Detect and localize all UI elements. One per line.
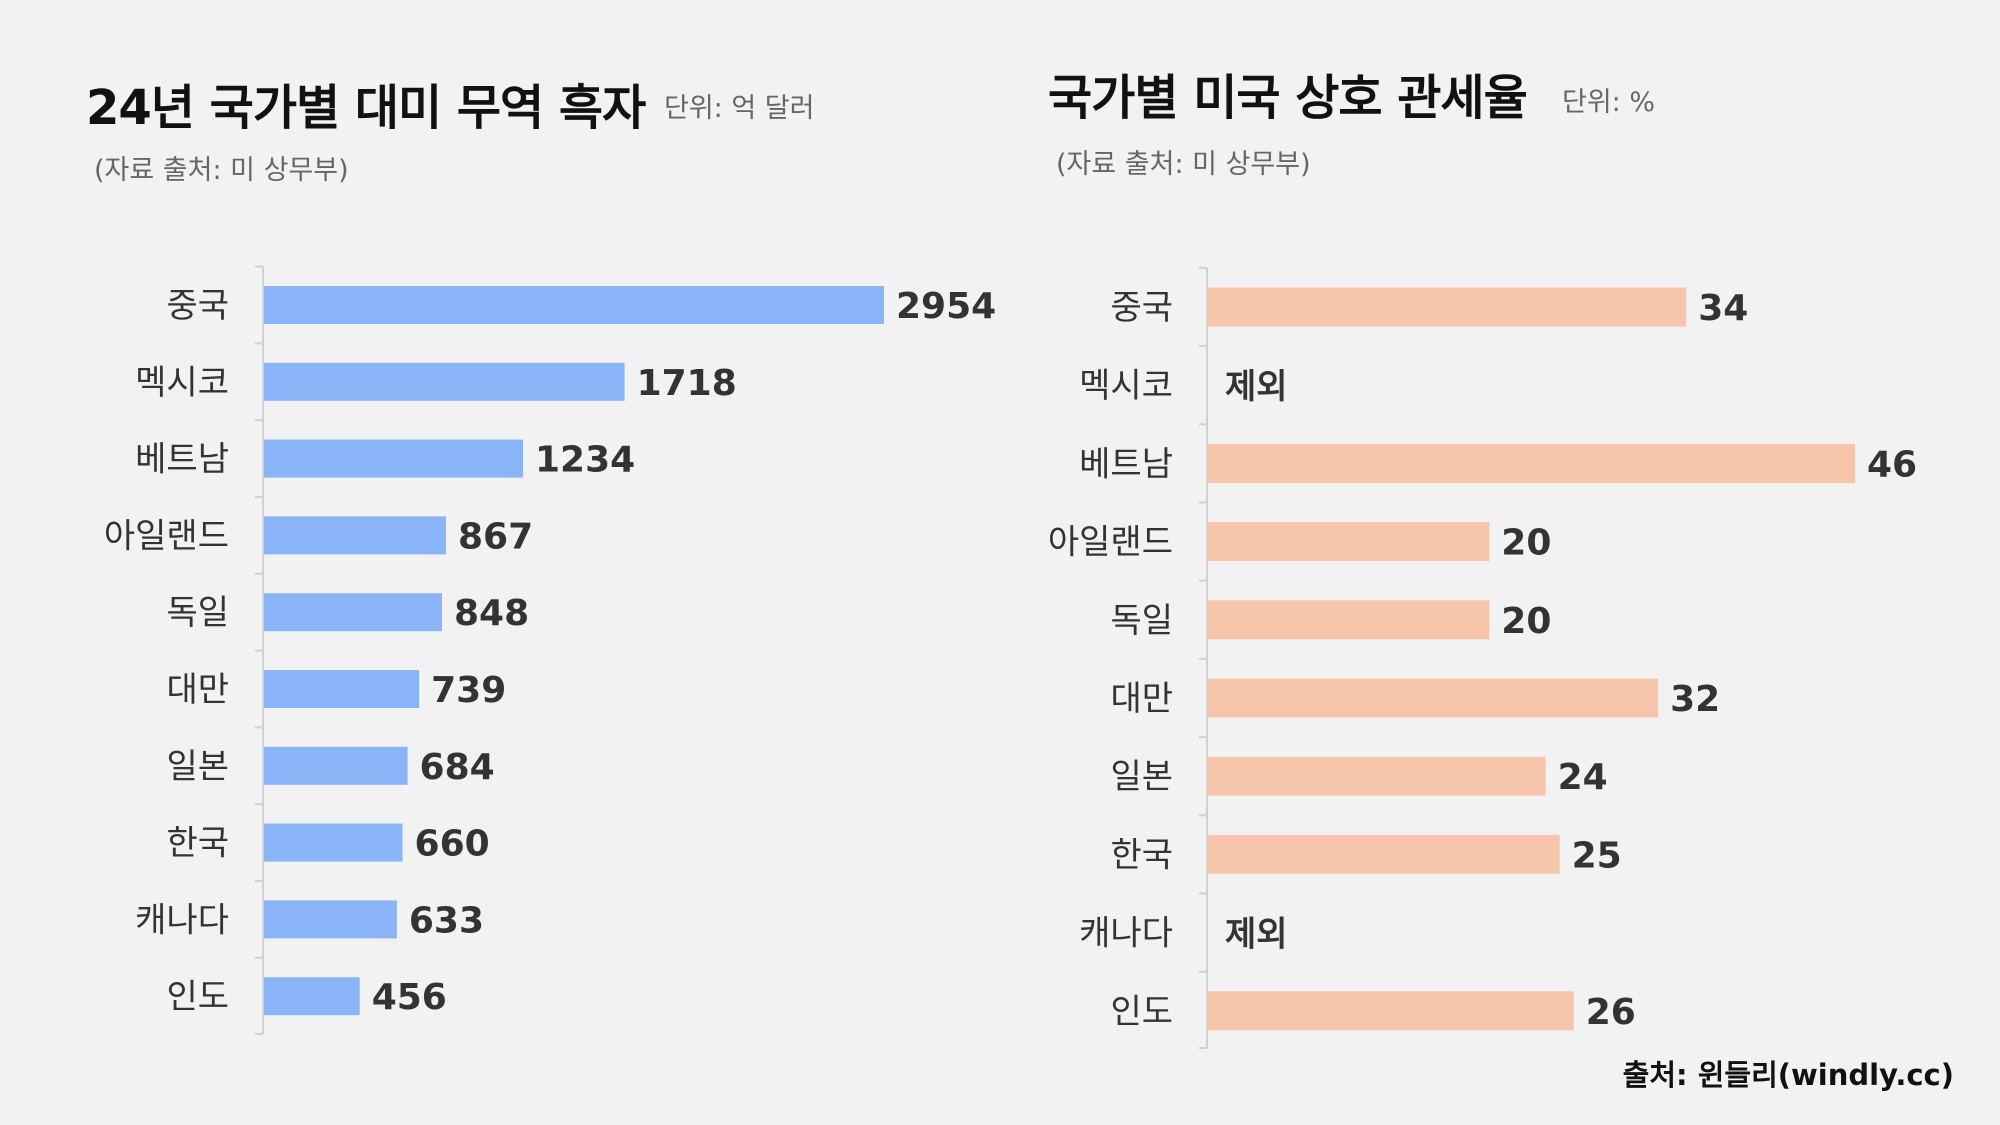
data-label: 24 — [1558, 757, 1608, 798]
trade-surplus-chart: 중국 2954 멕시코 1718 베트남 1234 아일랜드 867 독일 848 대만 739 일본 6… — [104, 265, 996, 1035]
chart-unit: 단위: 억 달러 — [664, 93, 815, 124]
bar — [1208, 991, 1574, 1031]
category-label: 한국 — [1110, 835, 1173, 875]
data-label: 867 — [458, 516, 533, 557]
category-label: 독일 — [1110, 601, 1173, 641]
data-label: 633 — [409, 900, 484, 941]
data-label: 660 — [415, 824, 490, 865]
footer-source: 출처: 윈들리(windly.cc) — [1622, 1058, 1954, 1092]
chart-unit: 단위: % — [1562, 87, 1656, 118]
category-label: 아일랜드 — [104, 516, 229, 556]
bar — [264, 900, 397, 939]
category-label: 인도 — [1110, 992, 1173, 1032]
category-label: 일본 — [1110, 757, 1173, 797]
data-label: 2954 — [896, 286, 996, 327]
bar — [1208, 756, 1546, 796]
data-label: 20 — [1501, 523, 1551, 564]
data-label: 25 — [1572, 835, 1622, 876]
category-label: 베트남 — [1079, 444, 1173, 484]
chart-source: (자료 출처: 미 상무부) — [94, 155, 349, 186]
bar — [1208, 287, 1687, 327]
bar — [1208, 522, 1490, 562]
category-label: 한국 — [166, 824, 229, 864]
category-label: 멕시코 — [135, 363, 229, 403]
data-label: 1718 — [637, 363, 737, 404]
data-label: 46 — [1867, 444, 1917, 485]
category-label: 캐나다 — [135, 900, 229, 940]
data-label: 456 — [372, 977, 447, 1018]
tariff-rate-panel: 국가별 미국 상호 관세율 단위: % (자료 출처: 미 상무부) 중국 34 멕… — [1000, 0, 2000, 1125]
bar — [264, 593, 442, 632]
data-label: 1234 — [535, 440, 635, 481]
category-label: 일본 — [166, 747, 229, 787]
bar — [264, 746, 408, 785]
bar — [1208, 834, 1560, 874]
bar — [264, 286, 884, 324]
category-label: 캐나다 — [1079, 914, 1173, 954]
data-label: 848 — [454, 593, 529, 634]
bar — [1208, 443, 1855, 483]
excluded-label: 제외 — [1225, 915, 1288, 955]
bar — [264, 439, 523, 478]
category-label: 베트남 — [135, 440, 229, 480]
bar — [264, 362, 625, 401]
category-label: 대만 — [1110, 679, 1173, 719]
category-label: 중국 — [1110, 288, 1173, 328]
bar — [1208, 678, 1659, 718]
bar — [264, 670, 420, 708]
data-label: 739 — [431, 670, 506, 711]
bar — [264, 823, 403, 862]
category-label: 인도 — [166, 977, 229, 1017]
category-label: 중국 — [166, 286, 229, 326]
chart-title: 국가별 미국 상호 관세율 — [1048, 70, 1528, 126]
category-label: 아일랜드 — [1048, 523, 1173, 563]
bar — [264, 977, 360, 1016]
excluded-label: 제외 — [1225, 367, 1288, 407]
chart-source: (자료 출처: 미 상무부) — [1056, 149, 1311, 180]
data-label: 34 — [1698, 288, 1748, 329]
category-label: 독일 — [166, 593, 229, 633]
category-label: 대만 — [166, 670, 229, 710]
bar — [1208, 600, 1490, 640]
chart-title: 24년 국가별 대미 무역 흑자 — [86, 80, 646, 136]
data-label: 684 — [420, 747, 495, 788]
data-label: 20 — [1501, 601, 1551, 642]
data-label: 26 — [1586, 992, 1636, 1033]
trade-surplus-panel: 24년 국가별 대미 무역 흑자 단위: 억 달러 (자료 출처: 미 상무부)… — [86, 80, 996, 1035]
category-label: 멕시코 — [1079, 366, 1173, 406]
data-label: 32 — [1670, 679, 1720, 720]
bar — [264, 516, 446, 555]
